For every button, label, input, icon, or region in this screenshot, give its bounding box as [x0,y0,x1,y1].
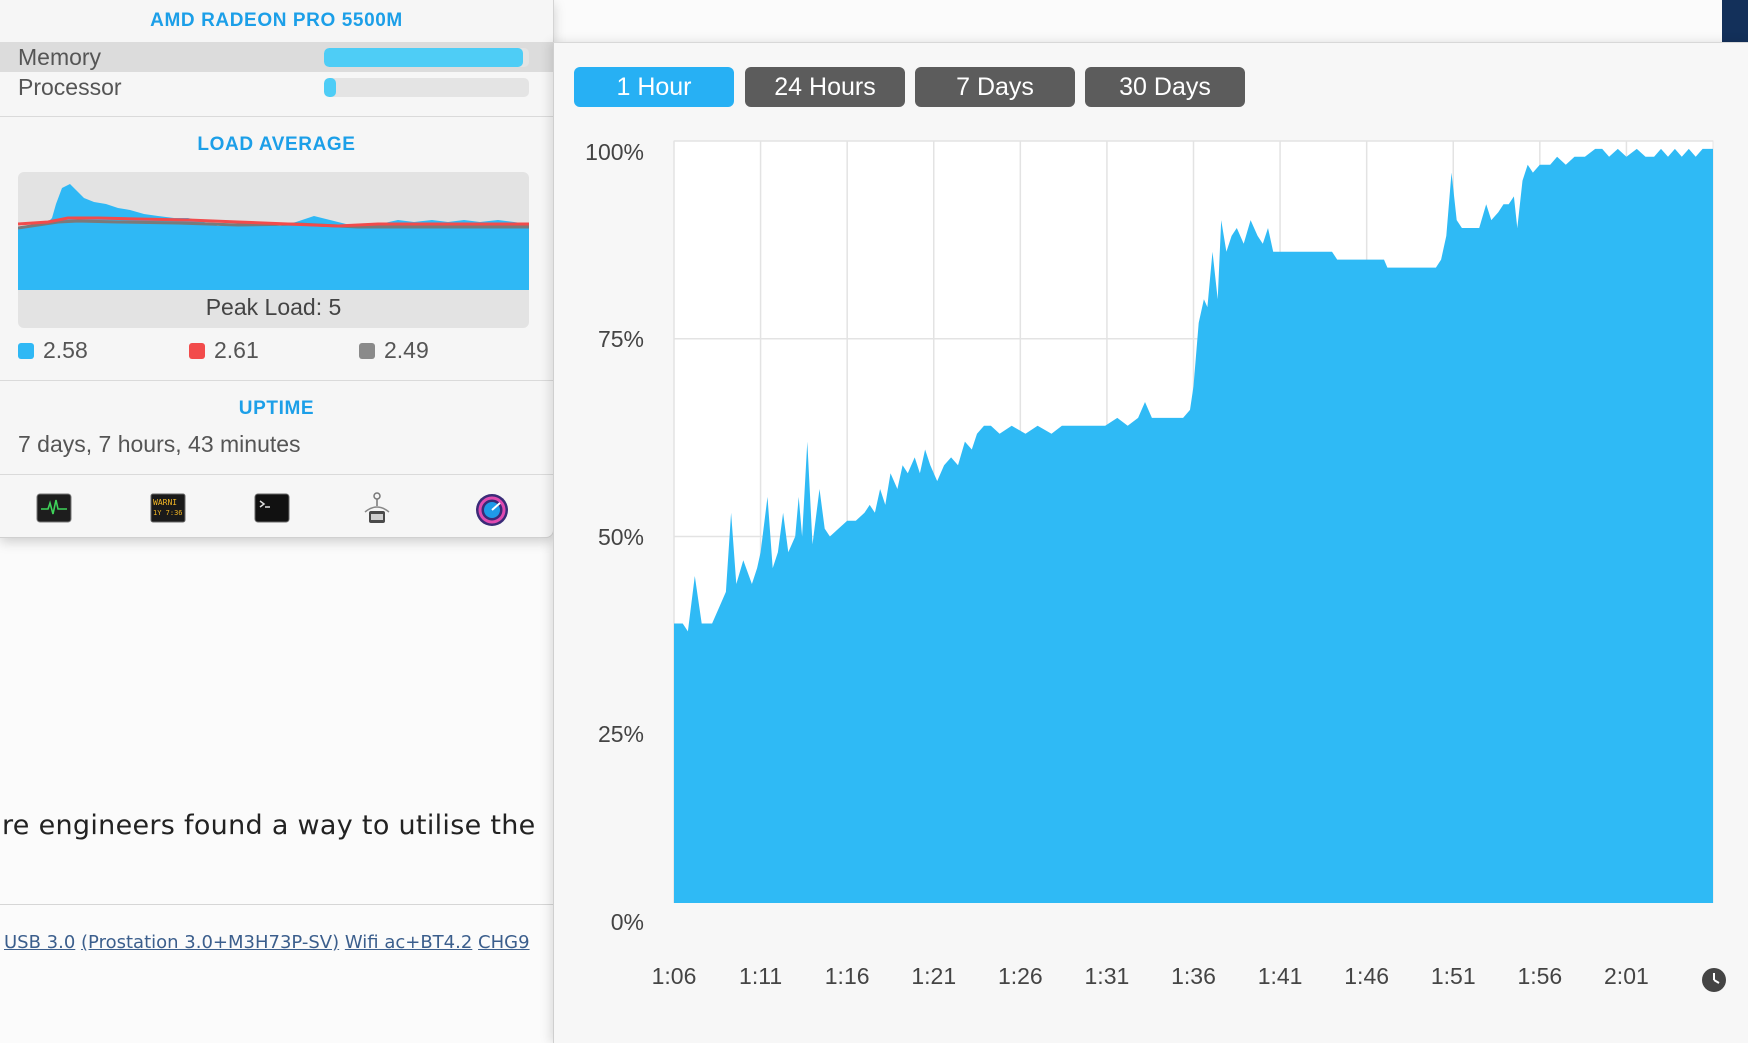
background-divider [0,904,556,905]
x-tick-label: 1:06 [651,963,697,989]
x-tick-label: 1:56 [1517,963,1563,989]
load-1min-legend: 2.58 [18,337,88,364]
legend-swatch-blue [18,342,34,359]
x-tick-label: 1:41 [1257,963,1303,989]
processor-gauge [324,78,529,97]
range-button-7-days[interactable]: 7 Days [915,67,1075,107]
y-tick-label: 75% [597,326,644,352]
x-tick-label: 1:36 [1171,963,1216,989]
background-link[interactable]: Wifi ac+BT4.2 [344,932,473,953]
x-tick-label: 1:11 [739,963,783,989]
range-button-1-hour[interactable]: 1 Hour [574,67,734,107]
range-button-24-hours[interactable]: 24 Hours [745,67,905,107]
activity-monitor-icon[interactable] [36,492,72,529]
background-window-corner [1722,0,1748,42]
background-link[interactable]: CHG9 [478,932,530,953]
background-link-row: USB 3.0 (Prostation 3.0+M3H73P-SV) Wifi … [4,932,530,953]
x-tick-label: 1:16 [824,963,870,989]
istat-menu-panel: AMD RADEON PRO 5500M Memory Processor LO… [0,0,554,538]
x-tick-label: 2:01 [1604,963,1649,989]
x-tick-label: 1:26 [997,963,1043,989]
legend-value: 2.61 [214,337,259,363]
uptime-value: 7 days, 7 hours, 43 minutes [18,431,301,457]
svg-text:WARNI: WARNI [153,498,177,507]
load-average-graph: Peak Load: 5 [18,172,529,328]
legend-swatch-red [189,342,205,359]
load-average-title: LOAD AVERAGE [197,134,356,155]
gauge-label: Processor [18,74,122,100]
memory-gauge [324,48,529,67]
load-15min-legend: 2.49 [359,337,429,364]
x-tick-label: 1:46 [1344,963,1390,989]
background-link[interactable]: USB 3.0 [4,932,76,953]
ram-cleaner-icon[interactable] [360,492,394,533]
legend-value: 2.49 [384,337,429,363]
gauge-row-memory[interactable]: Memory [0,42,553,72]
y-tick-label: 25% [597,721,644,747]
istatistica-icon[interactable] [474,492,510,533]
uptime-title: UPTIME [238,398,315,419]
history-chart [673,140,1714,903]
x-tick-label: 1:21 [911,963,957,989]
section-divider [0,474,553,475]
console-icon[interactable]: WARNI 1Y 7:36 [150,492,186,529]
processor-gauge-fill [324,78,337,97]
legend-value: 2.58 [43,337,88,363]
range-button-30-days[interactable]: 30 Days [1085,67,1245,107]
clock-icon[interactable] [1701,967,1727,998]
terminal-icon[interactable] [254,492,290,529]
chart-area-series [674,148,1713,903]
background-article-text: re engineers found a way to utilise the [2,810,536,841]
y-tick-label: 50% [597,524,644,550]
x-tick-label: 1:51 [1430,963,1476,989]
y-tick-label: 100% [585,139,644,165]
history-popover: 1 Hour 24 Hours 7 Days 30 Days 100% 75% … [553,42,1748,1043]
load-5min-legend: 2.61 [189,337,259,364]
legend-swatch-gray [359,342,375,359]
section-divider [0,116,553,117]
x-tick-label: 1:31 [1084,963,1130,989]
gpu-section-title: AMD RADEON PRO 5500M [150,10,403,31]
svg-text:1Y 7:36: 1Y 7:36 [153,509,183,517]
background-link[interactable]: (Prostation 3.0+M3H73P-SV) [81,932,340,953]
y-tick-label: 0% [610,909,644,935]
load-average-sparkline [18,184,529,290]
memory-gauge-fill [324,48,523,67]
gauge-label: Memory [18,44,102,70]
gauge-row-processor[interactable]: Processor [0,72,553,102]
section-divider [0,380,553,381]
peak-load-label: Peak Load: 5 [205,294,342,320]
